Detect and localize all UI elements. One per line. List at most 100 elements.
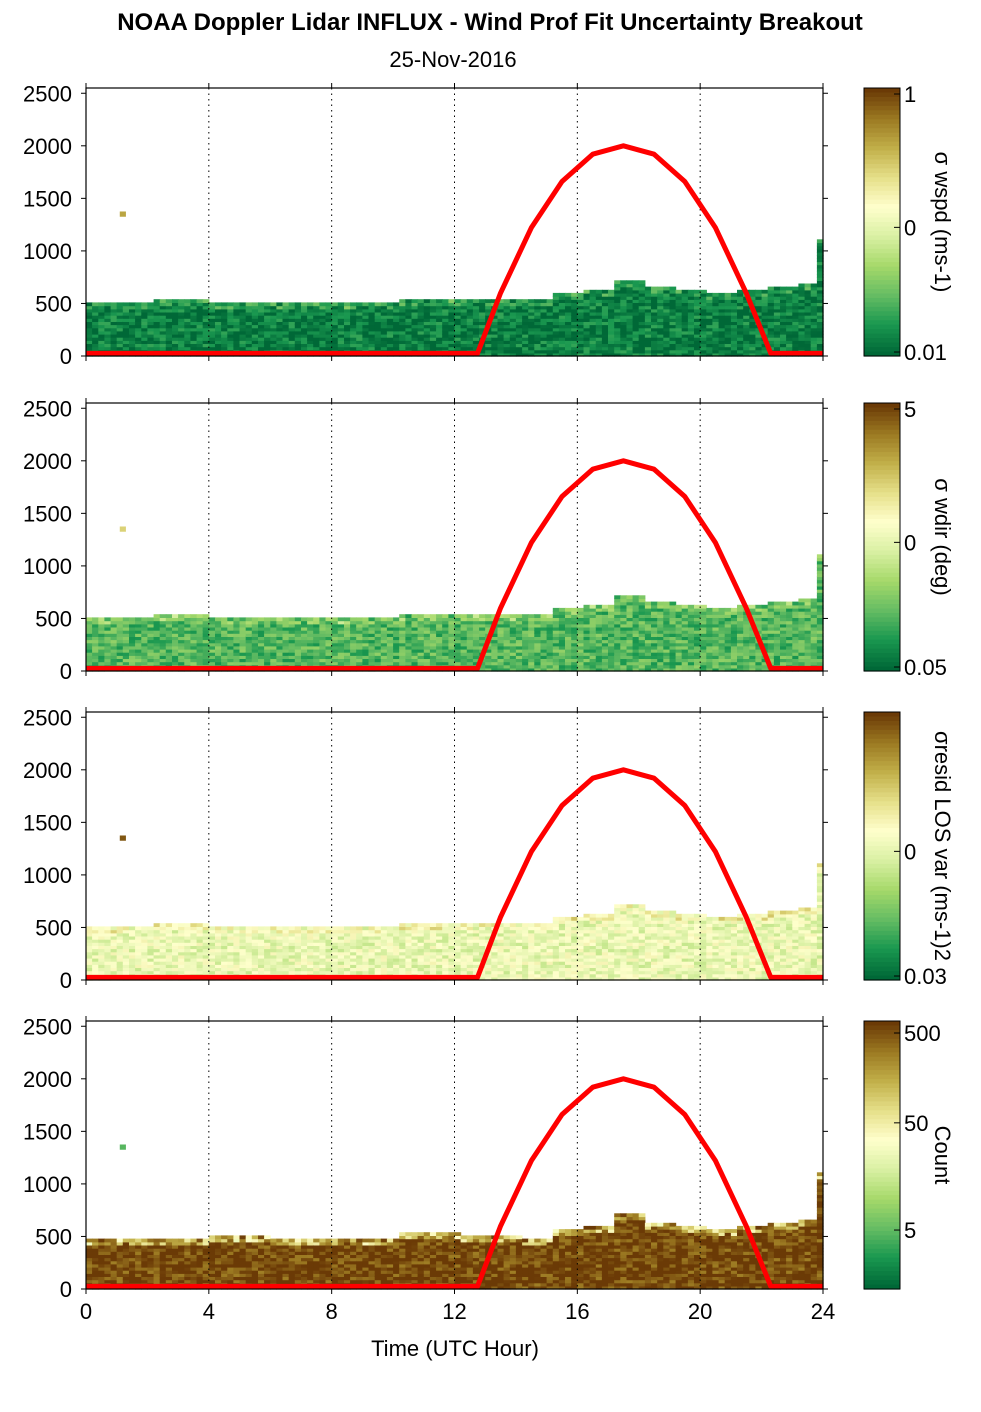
heatmap-cell	[546, 340, 554, 344]
heatmap-cell	[743, 614, 750, 618]
heatmap-cell	[638, 289, 646, 294]
heatmap-cell	[147, 639, 155, 644]
heatmap-cell	[546, 664, 554, 669]
heatmap-cell	[749, 315, 756, 319]
heatmap-cell	[153, 311, 161, 316]
heatmap-cell	[178, 648, 185, 653]
heatmap-cell	[380, 324, 388, 329]
heatmap-cell	[294, 337, 302, 341]
heatmap-cell	[245, 636, 253, 641]
heatmap-cell	[448, 299, 456, 303]
heatmap-cell	[350, 639, 357, 644]
heatmap-cell	[522, 645, 529, 650]
heatmap-cell	[503, 318, 511, 322]
heatmap-cell	[626, 623, 634, 628]
heatmap-cell	[595, 667, 603, 672]
heatmap-cell	[700, 639, 707, 644]
heatmap-cell	[614, 327, 621, 332]
colorbar-step	[864, 253, 900, 259]
heatmap-cell	[202, 661, 210, 666]
heatmap-cell	[669, 601, 677, 606]
heatmap-cell	[700, 626, 707, 631]
heatmap-cell	[294, 324, 302, 329]
heatmap-cell	[565, 617, 572, 622]
heatmap-cell	[325, 623, 333, 628]
heatmap-cell	[104, 623, 112, 628]
heatmap-cell	[239, 623, 247, 628]
heatmap-cell	[816, 623, 824, 628]
heatmap-cell	[208, 305, 216, 310]
heatmap-cell	[638, 661, 646, 666]
heatmap-cell	[620, 337, 627, 341]
heatmap-cell	[337, 658, 345, 663]
heatmap-cell	[331, 321, 339, 326]
heatmap-cell	[638, 623, 646, 628]
heatmap-cell	[595, 645, 603, 650]
heatmap-cell	[571, 343, 578, 348]
heatmap-cell	[773, 333, 781, 338]
heatmap-cell	[110, 661, 118, 666]
heatmap-cell	[448, 340, 456, 344]
heatmap-cell	[135, 642, 142, 647]
heatmap-cell	[565, 623, 572, 628]
heatmap-cell	[724, 667, 732, 672]
heatmap-cell	[798, 648, 806, 653]
heatmap-cell	[767, 324, 775, 329]
heatmap-cell	[601, 664, 609, 669]
heatmap-cell	[202, 655, 210, 659]
heatmap-cell	[663, 321, 670, 326]
heatmap-cell	[319, 623, 327, 628]
heatmap-cell	[172, 630, 179, 634]
heatmap-cell	[227, 658, 234, 663]
heatmap-cell	[399, 633, 406, 637]
heatmap-cell	[503, 315, 511, 319]
heatmap-cell	[816, 242, 824, 247]
heatmap-cell	[761, 346, 769, 351]
heatmap-cell	[565, 299, 572, 303]
heatmap-cell	[153, 661, 161, 666]
heatmap-cell	[202, 327, 210, 332]
heatmap-cell	[810, 661, 818, 666]
heatmap-cell	[737, 620, 744, 625]
heatmap-cell	[485, 652, 492, 656]
heatmap-cell	[595, 330, 603, 335]
heatmap-cell	[301, 630, 308, 634]
heatmap-cell	[350, 327, 357, 332]
heatmap-cell	[288, 337, 296, 341]
heatmap-cell	[485, 667, 492, 672]
heatmap-cell	[681, 340, 689, 344]
heatmap-cell	[786, 614, 793, 618]
heatmap-cell	[116, 658, 124, 663]
heatmap-cell	[479, 620, 486, 625]
heatmap-cell	[362, 620, 370, 625]
heatmap-cell	[522, 617, 529, 622]
heatmap-cell	[141, 967, 148, 972]
heatmap-cell	[436, 614, 443, 618]
heatmap-cell	[368, 321, 376, 326]
heatmap-cell	[571, 302, 578, 307]
heatmap-cell	[503, 645, 511, 650]
heatmap-cell	[417, 639, 425, 644]
heatmap-cell	[245, 620, 253, 625]
heatmap-cell	[239, 658, 247, 663]
heatmap-cell	[780, 327, 787, 332]
heatmap-cell	[497, 658, 505, 663]
heatmap-cell	[798, 617, 806, 622]
heatmap-cell	[644, 327, 652, 332]
heatmap-cell	[337, 633, 345, 637]
heatmap-cell	[632, 324, 640, 329]
heatmap-cell	[816, 592, 824, 596]
heatmap-cell	[755, 630, 763, 634]
heatmap-cell	[663, 630, 670, 634]
heatmap-cell	[552, 337, 560, 341]
heatmap-cell	[374, 623, 382, 628]
heatmap-cell	[663, 614, 670, 618]
heatmap-cell	[202, 639, 210, 644]
heatmap-cell	[233, 658, 241, 663]
heatmap-cell	[350, 652, 357, 656]
heatmap-cell	[98, 957, 105, 962]
heatmap-cell	[810, 292, 818, 297]
heatmap-cell	[472, 648, 480, 653]
heatmap-cell	[129, 630, 136, 634]
heatmap-cell	[258, 645, 265, 650]
